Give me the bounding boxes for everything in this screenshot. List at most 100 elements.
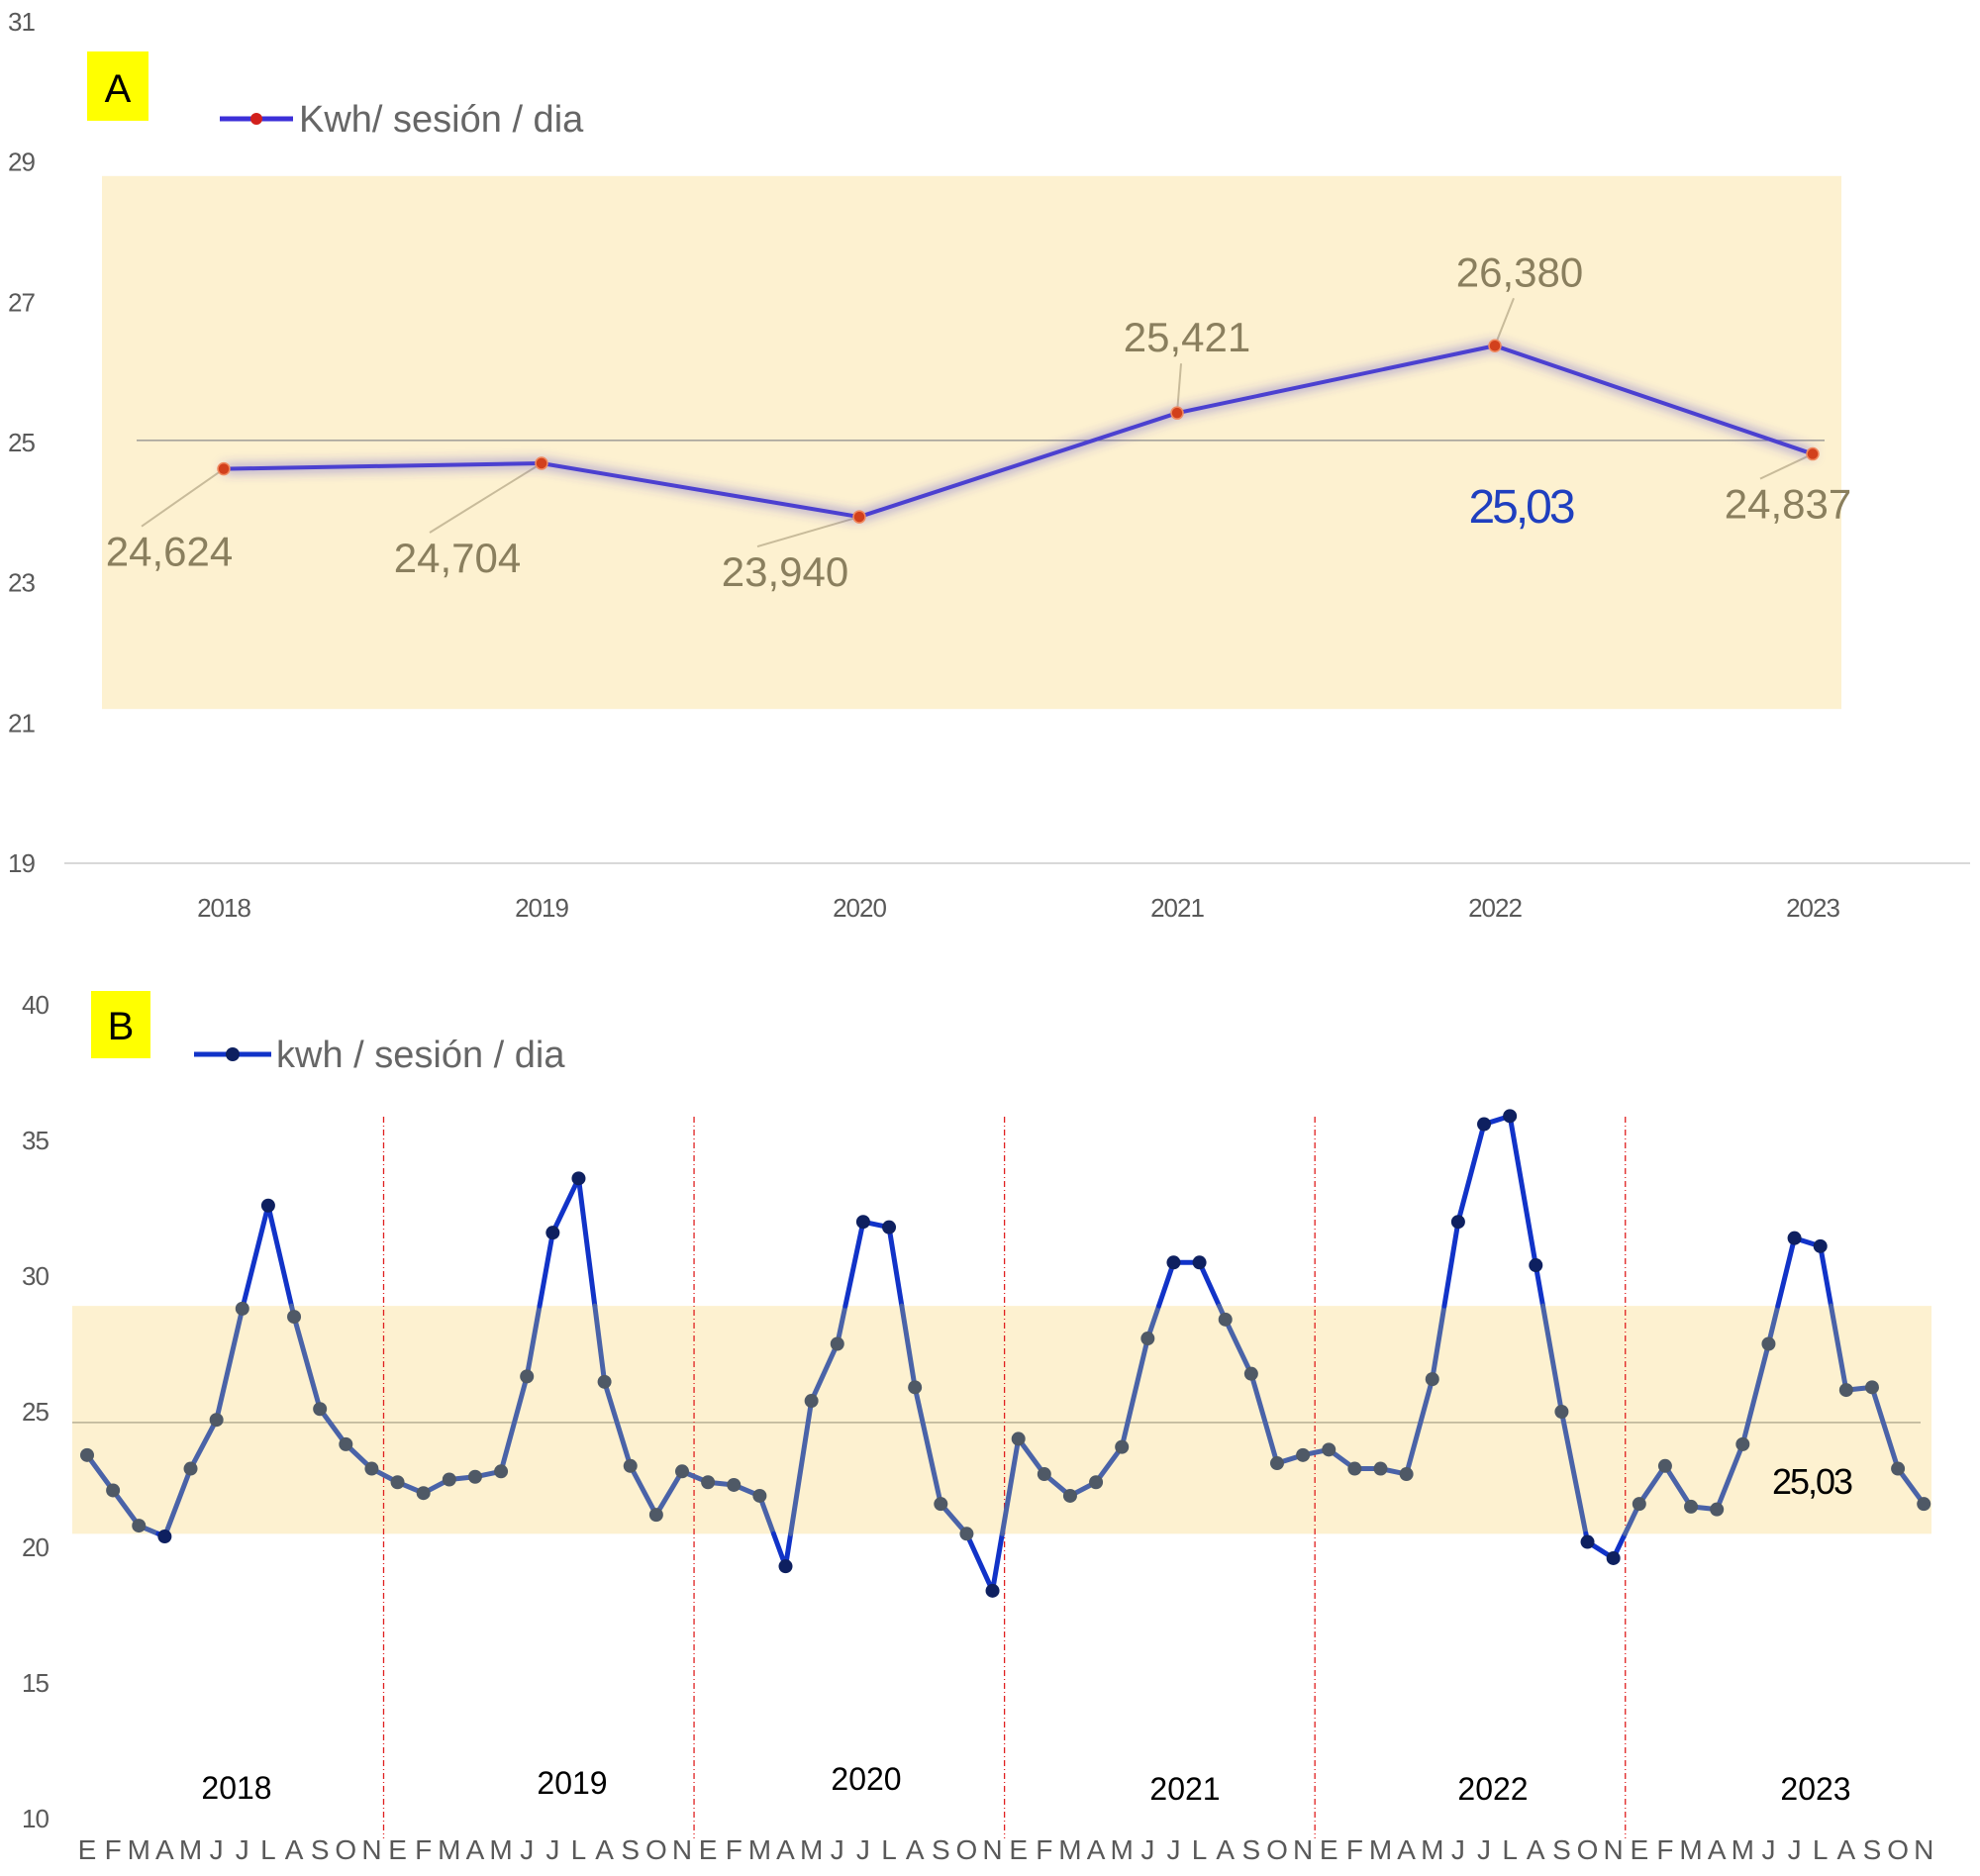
panel-b-data-point	[985, 1583, 1000, 1598]
panel-b-line-segment	[1156, 1259, 1176, 1309]
panel-b-line-segment	[842, 1219, 866, 1309]
panel-a-data-label: 26,380	[1456, 248, 1583, 295]
panel-a-data-label: 24,624	[106, 529, 233, 575]
panel-b-y-tick-label: 25	[22, 1397, 49, 1427]
panel-b-data-point	[1140, 1332, 1155, 1346]
panel-b-data-point	[106, 1483, 121, 1498]
panel-b-month-label: O	[645, 1834, 667, 1865]
panel-b-data-point	[597, 1374, 612, 1389]
panel-b-data-point	[752, 1488, 767, 1503]
panel-b-data-point	[364, 1461, 379, 1476]
panel-b-month-label: F	[1346, 1834, 1363, 1865]
panel-b-month-label: J	[1761, 1834, 1775, 1865]
panel-b-data-point	[1606, 1550, 1621, 1565]
panel-b-line-segment	[1636, 1463, 1668, 1507]
panel-b-line-segment	[498, 1373, 530, 1474]
panel-b-month-label: M	[800, 1834, 823, 1865]
panel-b-data-point	[1089, 1475, 1104, 1490]
panel-a-y-tick-label: 19	[8, 848, 35, 878]
panel-b-line-segment	[240, 1203, 271, 1309]
panel-b-month-label: O	[1887, 1834, 1909, 1865]
panel-b-line-segment	[592, 1303, 608, 1385]
panel-b-data-point	[1269, 1456, 1284, 1471]
panel-b-data-point	[209, 1413, 224, 1428]
panel-b-data-point	[1296, 1447, 1311, 1462]
panel-b-data-point	[1115, 1439, 1130, 1454]
panel-b-line-segment	[1558, 1409, 1589, 1536]
panel-b-month-label: A	[155, 1834, 174, 1865]
panel-b-month-label: S	[932, 1834, 950, 1865]
panel-a-data-label: 24,837	[1725, 481, 1851, 528]
panel-b-month-label: J	[210, 1834, 224, 1865]
panel-b-month-label: E	[1009, 1834, 1028, 1865]
panel-b-data-point	[157, 1530, 172, 1544]
panel-b-month-label: M	[1369, 1834, 1392, 1865]
panel-b-month-label: M	[1732, 1834, 1754, 1865]
panel-b-data-point	[1218, 1312, 1233, 1327]
panel-a-x-tick-label: 2022	[1468, 893, 1522, 923]
panel-a-y-ticks: 19 21 23 25 27 29 31	[8, 7, 36, 878]
panel-a-y-tick-label: 31	[8, 7, 35, 37]
panel-a-y-tick-label: 29	[8, 148, 35, 177]
panel-b-data-point	[1917, 1497, 1931, 1512]
panel-b-year-label: 2020	[831, 1761, 901, 1797]
panel-b-month-label: F	[105, 1834, 122, 1865]
panel-b-data-point	[623, 1458, 638, 1473]
panel-b-month-label: M	[1679, 1834, 1702, 1865]
panel-b-data-point	[882, 1220, 897, 1234]
panel-b-data-point	[260, 1198, 275, 1213]
panel-b-data-point	[1062, 1488, 1077, 1503]
panel-b-line-segment	[1441, 1219, 1461, 1309]
panel-b-data-point	[1710, 1502, 1725, 1517]
panel-b-line-segment	[1016, 1435, 1047, 1477]
panel-b-line-segment	[899, 1303, 918, 1390]
panel-b-data-point	[80, 1447, 94, 1462]
panel-b-month-label: S	[1552, 1834, 1571, 1865]
panel-b-month-label: N	[1604, 1834, 1624, 1865]
panel-b-data-point	[908, 1380, 923, 1395]
panel-b-month-label: O	[335, 1834, 356, 1865]
panel-b-data-point	[183, 1461, 198, 1476]
panel-b-line-segment	[549, 1175, 581, 1235]
panel-b-line-segment	[1404, 1376, 1436, 1477]
panel-b-month-label: F	[726, 1834, 742, 1865]
panel-b-data-point	[416, 1486, 431, 1501]
panel-b-y-tick-label: 40	[22, 990, 49, 1020]
panel-b-month-label: M	[438, 1834, 460, 1865]
panel-b-data-point	[830, 1336, 844, 1351]
panel-b-data-point	[1450, 1215, 1465, 1230]
panel-b-line-segment	[291, 1314, 323, 1412]
panel-b-data-point	[1657, 1458, 1672, 1473]
panel-b-month-label: O	[1266, 1834, 1288, 1865]
panel-b-data-point	[1529, 1258, 1543, 1273]
panel-a-data-point	[1806, 446, 1820, 461]
panel-b-month-label: J	[1788, 1834, 1802, 1865]
panel-b-line-segment	[265, 1203, 294, 1309]
panel-b-line-segment	[317, 1406, 348, 1447]
panel-b-line-segment	[1714, 1441, 1745, 1513]
panel-a-y-tick-label: 25	[8, 428, 35, 457]
panel-b-month-label: L	[1502, 1834, 1518, 1865]
panel-b-month-label: O	[1577, 1834, 1599, 1865]
panel-a-legend: Kwh/ sesión / dia	[220, 99, 584, 141]
panel-b-month-label: J	[545, 1834, 559, 1865]
panel-b-data-point	[1166, 1255, 1181, 1270]
panel-b-month-label: N	[982, 1834, 1002, 1865]
panel-b-data-point	[804, 1394, 819, 1409]
panel-b-data-point	[442, 1472, 456, 1487]
panel-a-y-tick-label: 21	[8, 708, 35, 738]
panel-b-data-point	[1838, 1383, 1853, 1398]
panel-b-data-point	[934, 1497, 948, 1512]
panel-b-month-label: A	[1708, 1834, 1727, 1865]
panel-b-y-tick-label: 35	[22, 1126, 49, 1155]
panel-a-x-tick-label: 2019	[515, 893, 568, 923]
panel-b-month-label: M	[1421, 1834, 1443, 1865]
panel-a-leader-line	[141, 467, 225, 528]
panel-b-line-segment	[1869, 1384, 1901, 1472]
panel-b-legend-text: kwh / sesión / dia	[276, 1035, 565, 1076]
panel-b-data-point	[235, 1301, 249, 1316]
panel-b-month-label: A	[1087, 1834, 1106, 1865]
panel-b-line-segment	[188, 1417, 220, 1472]
panel-a-label: A	[105, 67, 132, 111]
